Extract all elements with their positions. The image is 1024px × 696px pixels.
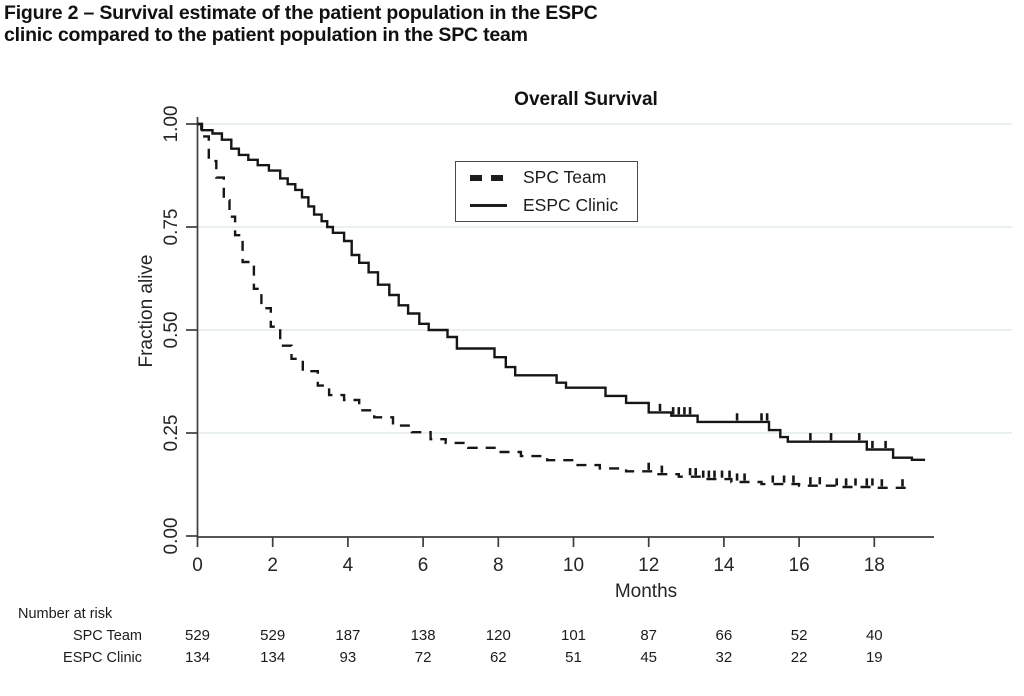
risk-value: 66 (716, 627, 733, 644)
legend-row-spc: SPC Team (456, 166, 637, 190)
survival-curve-spc-team (197, 122, 910, 489)
risk-value: 529 (185, 627, 210, 644)
x-tick-label: 6 (418, 555, 429, 576)
y-tick-label: 1.00 (161, 106, 182, 143)
x-tick-label: 4 (343, 555, 354, 576)
x-tick-label: 16 (789, 555, 810, 576)
y-tick-label: 0.50 (161, 312, 182, 349)
survival-curve-espc-clinic (197, 122, 926, 461)
risk-value: 45 (640, 649, 657, 666)
figure-caption: Figure 2 – Survival estimate of the pati… (4, 2, 764, 46)
legend-label-espc: ESPC Clinic (523, 195, 619, 215)
risk-value: 62 (490, 649, 507, 666)
x-tick-label: 2 (267, 555, 278, 576)
risk-value: 87 (640, 627, 657, 644)
risk-value: 52 (791, 627, 808, 644)
risk-value: 40 (866, 627, 883, 644)
risk-value: 187 (335, 627, 360, 644)
y-tick-label: 0.75 (161, 209, 182, 246)
risk-value: 51 (565, 649, 582, 666)
figure-caption-line2: clinic compared to the patient populatio… (4, 24, 528, 46)
risk-value: 101 (561, 627, 586, 644)
risk-row-label-spc: SPC Team (72, 628, 142, 644)
solid-line-sample (470, 204, 507, 207)
risk-value: 32 (716, 649, 733, 666)
x-tick-label: 14 (713, 555, 735, 576)
risk-value: 93 (340, 649, 357, 666)
number-at-risk-header: Number at risk (18, 606, 113, 622)
x-tick-label: 12 (638, 555, 659, 576)
y-tick-label: 0.25 (161, 415, 182, 452)
risk-value: 72 (415, 649, 432, 666)
x-tick-label: 8 (493, 555, 504, 576)
legend: SPC Team ESPC Clinic (455, 161, 638, 222)
risk-row-label-espc: ESPC Clinic (63, 650, 142, 666)
risk-value: 138 (411, 627, 436, 644)
x-tick-label: 0 (192, 555, 203, 576)
risk-value: 134 (260, 649, 285, 666)
figure-caption-line1: Figure 2 – Survival estimate of the pati… (4, 2, 598, 24)
risk-value: 134 (185, 649, 210, 666)
y-axis-title: Fraction alive (136, 254, 157, 368)
legend-row-espc: ESPC Clinic (456, 194, 637, 218)
legend-label-spc: SPC Team (523, 167, 607, 187)
risk-value: 19 (866, 649, 883, 666)
dashed-line-sample (470, 174, 507, 181)
x-tick-label: 18 (864, 555, 885, 576)
risk-value: 120 (486, 627, 511, 644)
x-tick-label: 10 (563, 555, 584, 576)
x-axis-title: Months (614, 581, 678, 602)
risk-value: 22 (791, 649, 808, 666)
y-tick-label: 0.00 (161, 518, 182, 555)
chart-title: Overall Survival (514, 89, 658, 110)
risk-value: 529 (260, 627, 285, 644)
